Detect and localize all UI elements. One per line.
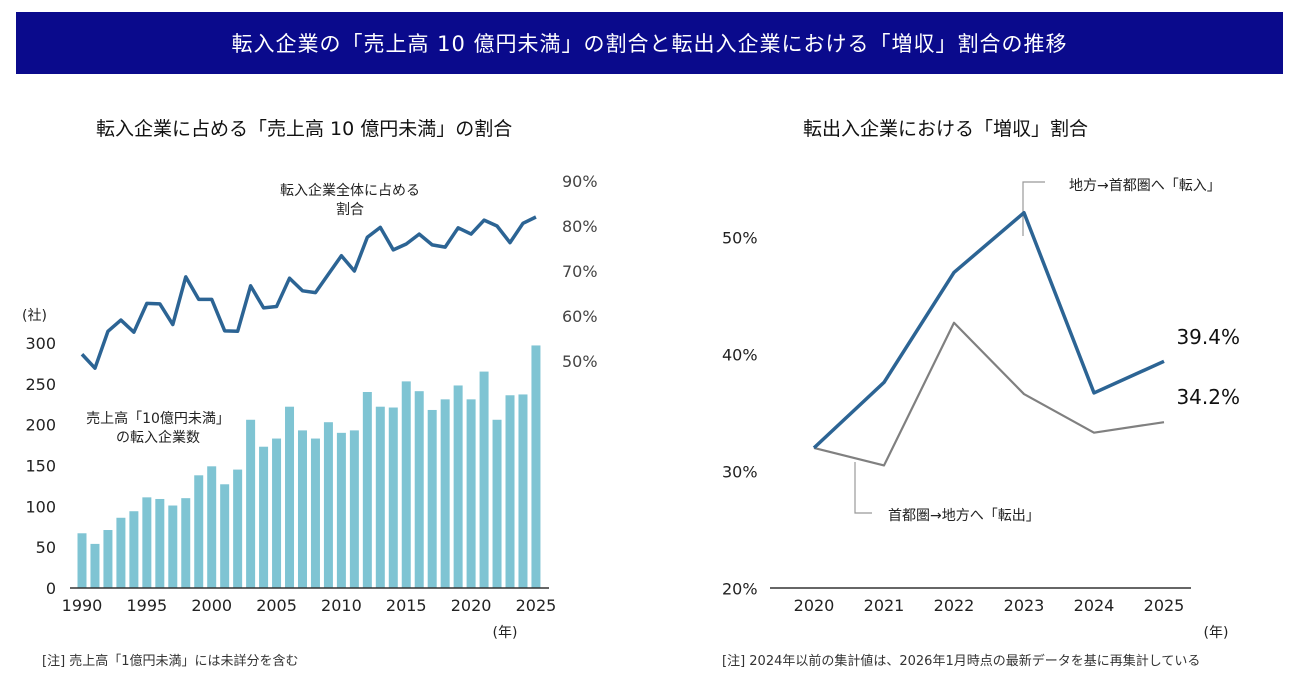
y-tick-label: 20% (722, 579, 758, 598)
bar (142, 497, 152, 588)
bar (77, 533, 87, 588)
bar (531, 345, 541, 588)
right-y-tick-label: 90% (562, 172, 598, 191)
x-tick-label: 1995 (126, 596, 167, 615)
bar (103, 530, 113, 588)
bar (518, 394, 528, 588)
y-tick-label: 150 (25, 457, 56, 476)
bar (336, 432, 346, 588)
left-chart-title: 転入企業に占める「売上高 10 億円未満」の割合 (96, 118, 513, 140)
bar (272, 438, 282, 588)
line-series-outbound (813, 321, 1165, 467)
bar (479, 371, 489, 588)
x-tick-label: 2023 (1004, 596, 1045, 615)
right-y-tick-label: 80% (562, 217, 598, 236)
bar (246, 419, 256, 588)
left-chart: 0 50 100 150 200 250 300 (社) 1990 1995 2000 2005 201… (22, 172, 598, 641)
right-y-tick-label: 70% (562, 262, 598, 281)
y-tick-label: 300 (25, 334, 56, 353)
y-tick-label: 100 (25, 497, 56, 516)
bar (466, 399, 476, 588)
bar (181, 498, 191, 588)
x-tick-label: 1990 (62, 596, 103, 615)
line-series-label: 転入企業全体に占める (280, 182, 420, 199)
bar (233, 469, 243, 588)
line-series-label: 割合 (336, 201, 364, 218)
bar (129, 511, 139, 588)
bar (505, 395, 515, 588)
series-label-inbound: 地方→首都圏へ「転入」 (1069, 178, 1221, 194)
x-tick-label: 2015 (386, 596, 427, 615)
right-chart-title: 転出入企業における「増収」割合 (803, 118, 1089, 140)
bar (207, 466, 217, 588)
bar-series-label: 売上高「10億円未満」 (86, 410, 230, 427)
y-tick-label: 0 (46, 579, 56, 598)
bar (362, 392, 372, 588)
data-label-inbound-2025: 39.4% (1176, 325, 1240, 349)
y-tick-label: 50% (722, 228, 758, 247)
x-tick-label: 2000 (191, 596, 232, 615)
bar (168, 505, 178, 588)
bar (194, 475, 204, 588)
y-tick-label: 200 (25, 416, 56, 435)
x-axis-unit: (年) (493, 625, 518, 641)
page-title: 転入企業の「売上高 10 億円未満」の割合と転出入企業における「増収」割合の推移 (231, 32, 1068, 56)
x-tick-label: 2025 (516, 596, 557, 615)
bar (310, 438, 320, 588)
series-label-outbound: 首都圏→地方へ「転出」 (888, 508, 1040, 524)
bar (297, 430, 307, 588)
bar (427, 409, 437, 588)
bar (90, 543, 100, 588)
x-tick-label: 2010 (321, 596, 362, 615)
bar-series-label: の転入企業数 (116, 429, 200, 446)
data-label-outbound-2025: 34.2% (1176, 385, 1240, 409)
x-tick-label: 2020 (451, 596, 492, 615)
x-tick-label: 2020 (794, 596, 835, 615)
header-banner: 転入企業の「売上高 10 億円未満」の割合と転出入企業における「増収」割合の推移 (16, 12, 1283, 74)
callout-leader-outbound (854, 462, 872, 514)
bar (492, 419, 502, 588)
bar (388, 407, 398, 588)
right-chart-note: [注] 2024年以前の集計値は、2026年1月時点の最新データを基に再集計して… (722, 654, 1201, 669)
x-tick-label: 2022 (934, 596, 975, 615)
bar (414, 391, 424, 588)
y-tick-label: 30% (722, 462, 758, 481)
bar (220, 484, 230, 588)
bar (453, 385, 463, 588)
bar (116, 517, 126, 588)
x-tick-label: 2021 (864, 596, 905, 615)
y-tick-label: 50 (36, 538, 56, 557)
y-tick-label: 40% (722, 345, 758, 364)
x-tick-label: 2005 (256, 596, 297, 615)
bar (285, 406, 295, 588)
right-y-tick-label: 50% (562, 352, 598, 371)
right-y-tick-label: 60% (562, 307, 598, 326)
line-series-inbound (812, 210, 1165, 450)
bar (349, 430, 359, 588)
bar (375, 406, 385, 588)
y-tick-label: 250 (25, 375, 56, 394)
x-axis-unit: (年) (1204, 625, 1229, 641)
bar (323, 422, 333, 588)
bar (259, 446, 269, 588)
left-chart-note: [注] 売上高「1億円未満」には未詳分を含む (42, 654, 299, 669)
bar (401, 381, 411, 588)
bar (155, 498, 165, 588)
x-tick-label: 2024 (1074, 596, 1115, 615)
callout-leader-inbound (1022, 181, 1045, 236)
x-tick-label: 2025 (1144, 596, 1185, 615)
y-axis-unit: (社) (22, 308, 47, 324)
bar (440, 399, 450, 588)
line-series-ratio (80, 215, 537, 370)
